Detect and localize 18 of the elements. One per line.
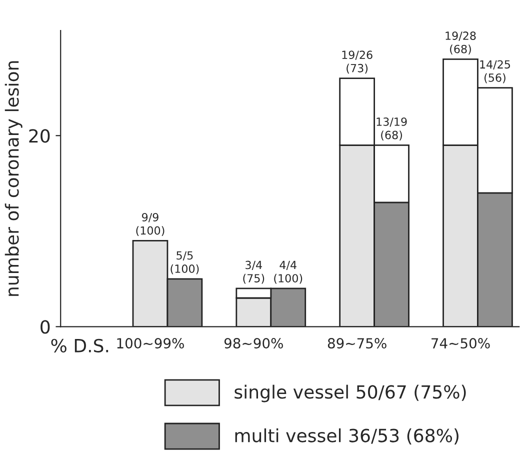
data-label: 3/4 (75) — [243, 260, 264, 284]
data-label: 5/5 (100) — [170, 251, 199, 274]
y-tick-label: 20 — [29, 129, 50, 143]
data-label: 14/25 (56) — [480, 60, 510, 84]
y-tick-label: 0 — [40, 320, 50, 334]
data-label: 19/28 (68) — [446, 32, 476, 55]
data-label: 13/19 (68) — [376, 118, 407, 141]
data-label: 19/26 (73) — [342, 50, 372, 74]
x-tick-label: 89∼75% — [328, 338, 386, 349]
x-tick-label: 74∼50% — [432, 338, 490, 349]
x-axis-title: % D.S. — [51, 338, 108, 352]
data-label: 4/4 (100) — [274, 260, 302, 284]
legend-label: single vessel 50/67 (75%) — [234, 384, 466, 402]
x-tick-label: 98∼90% — [224, 338, 283, 349]
legend-label: multi vessel 36/53 (68%) — [235, 428, 458, 444]
y-axis-title: number of coronary lesion — [4, 61, 22, 296]
data-label: 9/9 (100) — [136, 213, 164, 236]
x-tick-label: 100∼99% — [117, 338, 184, 349]
